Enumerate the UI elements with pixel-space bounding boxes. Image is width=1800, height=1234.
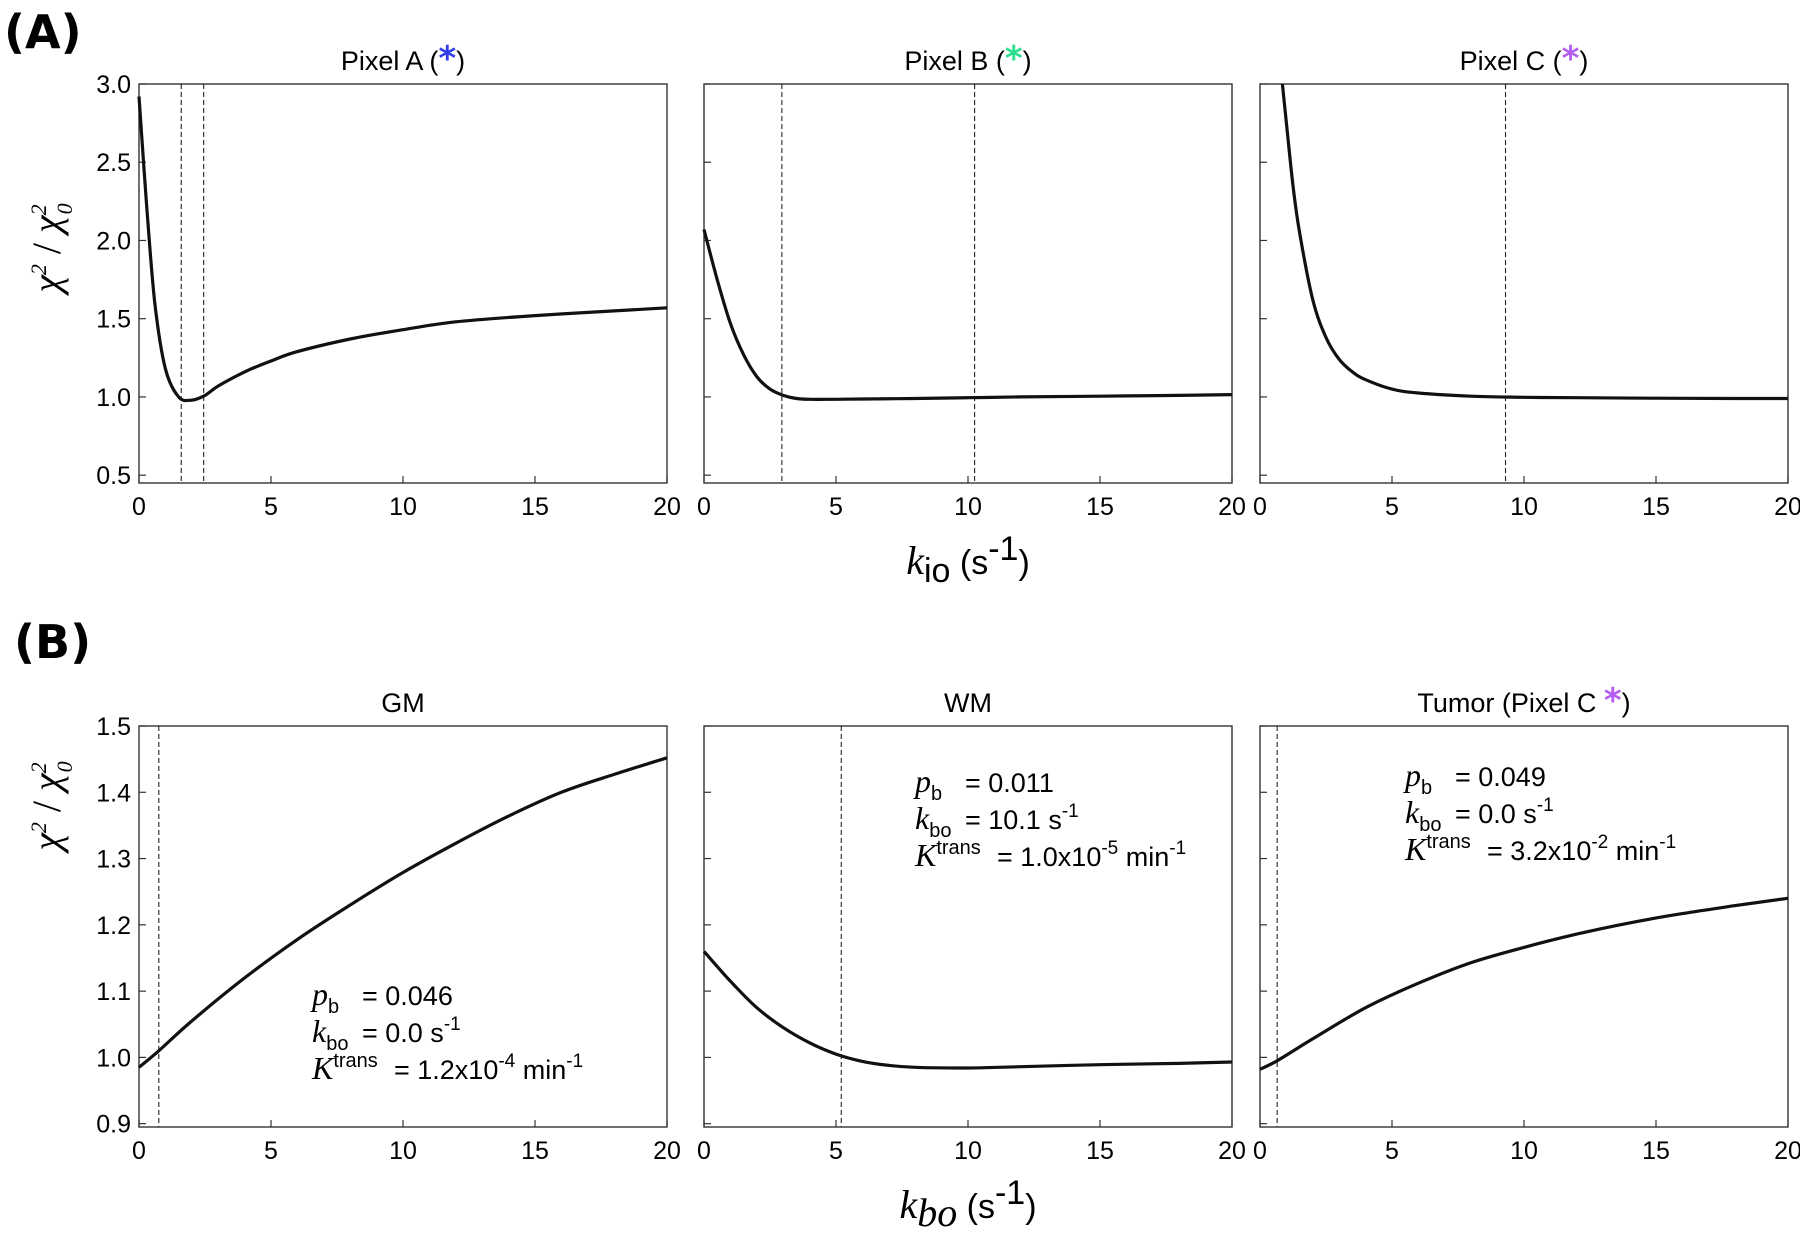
x-tick-label: 5 [1385, 493, 1399, 521]
x-tick-label: 5 [264, 493, 278, 521]
y-tick-label: 3.0 [96, 71, 131, 99]
y-tick-label: 0.9 [96, 1111, 131, 1139]
x-tick-label: 15 [521, 1137, 549, 1165]
x-tick-label: 5 [264, 1137, 278, 1165]
row-a-xlabel: kio (s-1) [906, 530, 1030, 590]
x-tick-label: 10 [954, 493, 982, 521]
subplot-4: GM 0 5 10 15 20 0.9 1.0 1.1 1.2 1.3 1.4 1.5 pb = 0.04… [96, 688, 681, 1165]
subplot-2: Pixel B (*) 0 5 10 15 20 [697, 39, 1246, 521]
annotation-symbol: kbo [312, 1013, 348, 1055]
y-tick-label: 1.3 [96, 846, 131, 874]
x-tick-label: 20 [653, 1137, 681, 1165]
panel-label-b: (B) [14, 615, 91, 669]
x-tick-label: 15 [1642, 493, 1670, 521]
subplot-title: GM [381, 688, 425, 718]
chi-square-curve [137, 96, 668, 403]
annotation-symbol: pb [310, 976, 339, 1018]
x-tick-label: 15 [1642, 1137, 1670, 1165]
subplot-title: Tumor (Pixel C *) [1417, 681, 1630, 721]
x-tick-label: 10 [954, 1137, 982, 1165]
annotation-value: = 1.0x10-5 min-1 [997, 838, 1186, 872]
subplot-title: Pixel B (*) [904, 39, 1031, 79]
annotation-value: = 1.2x10-4 min-1 [394, 1051, 583, 1085]
row-b-xlabel: kbo (s-1) [899, 1174, 1036, 1234]
x-tick-label: 0 [697, 493, 711, 521]
subplot-title: WM [944, 688, 992, 718]
chi-square-curve [1259, 896, 1789, 1071]
x-tick-label: 0 [132, 493, 146, 521]
subplot-1: Pixel A (*) 0 5 10 15 20 0.5 1.0 1.5 2.0 2.5 3.0 [96, 39, 681, 521]
plot-frame [1259, 83, 1789, 484]
x-tick-label: 15 [1086, 1137, 1114, 1165]
chi-square-curve [702, 229, 1233, 401]
x-tick-label: 15 [1086, 493, 1114, 521]
annotation-symbol: pb [913, 763, 942, 805]
chi-square-curve [702, 950, 1233, 1070]
annotation-value: = 0.0 s-1 [362, 1014, 461, 1048]
row-b-ylabel: χ2 / χ20 [24, 761, 77, 854]
x-tick-label: 10 [1510, 493, 1538, 521]
annotation-symbol: Ktrans [311, 1050, 378, 1086]
annotation-value: = 0.046 [362, 981, 453, 1011]
x-tick-label: 20 [1218, 493, 1246, 521]
x-tick-label: 5 [1385, 1137, 1399, 1165]
x-tick-label: 5 [829, 493, 843, 521]
annotation-symbol: Ktrans [1404, 831, 1471, 867]
y-tick-label: 1.0 [96, 1044, 131, 1072]
y-tick-label: 1.1 [96, 978, 131, 1006]
subplot-title: Pixel A (*) [341, 39, 465, 79]
annotation-symbol: kbo [915, 800, 951, 842]
subplots: Pixel A (*)0 5 10 15 200.51.01.52.02.53.0Pix… [96, 39, 1800, 1165]
subplot-5: WM 0 5 10 15 20 pb = 0.011 kbo = 10.1 s-1Ktrans… [697, 688, 1246, 1165]
annotation-value: = 0.011 [965, 768, 1054, 798]
y-tick-label: 1.5 [96, 306, 131, 334]
subplot-3: Pixel C (*) 0 5 10 15 20 [1253, 39, 1800, 521]
row-a-ylabel: χ2 / χ20 [24, 203, 77, 296]
annotation-value: = 0.049 [1455, 762, 1546, 792]
x-tick-label: 15 [521, 493, 549, 521]
x-tick-label: 10 [389, 1137, 417, 1165]
x-tick-label: 0 [132, 1137, 146, 1165]
annotation-value: = 10.1 s-1 [965, 801, 1079, 835]
y-tick-label: 0.5 [96, 462, 131, 490]
x-tick-label: 0 [1253, 493, 1267, 521]
chi-square-curve [137, 756, 668, 1069]
y-tick-label: 1.5 [96, 713, 131, 741]
x-tick-label: 0 [697, 1137, 711, 1165]
plot-frame [703, 83, 1233, 484]
panel-label-a: (A) [4, 5, 82, 59]
chi-square-curve [1280, 83, 1789, 401]
x-tick-label: 10 [389, 493, 417, 521]
x-tick-label: 20 [1774, 493, 1800, 521]
subplot-6: Tumor (Pixel C *) 0 5 10 15 20 pb = 0.049 kbo =… [1253, 681, 1800, 1165]
y-tick-label: 2.5 [96, 149, 131, 177]
annotation-symbol: kbo [1405, 794, 1441, 836]
y-tick-label: 2.0 [96, 227, 131, 255]
annotation-symbol: Ktrans [914, 837, 981, 873]
x-tick-label: 10 [1510, 1137, 1538, 1165]
y-tick-label: 1.0 [96, 384, 131, 412]
x-tick-label: 20 [1774, 1137, 1800, 1165]
annotation-value: = 3.2x10-2 min-1 [1487, 832, 1676, 866]
y-tick-label: 1.4 [96, 779, 131, 807]
annotation-value: = 0.0 s-1 [1455, 795, 1554, 829]
x-tick-label: 20 [1218, 1137, 1246, 1165]
x-tick-label: 0 [1253, 1137, 1267, 1165]
subplot-title: Pixel C (*) [1460, 39, 1589, 79]
y-tick-label: 1.2 [96, 912, 131, 940]
x-tick-label: 5 [829, 1137, 843, 1165]
annotation-symbol: pb [1403, 757, 1432, 799]
plot-frame [138, 83, 668, 484]
x-tick-label: 20 [653, 493, 681, 521]
